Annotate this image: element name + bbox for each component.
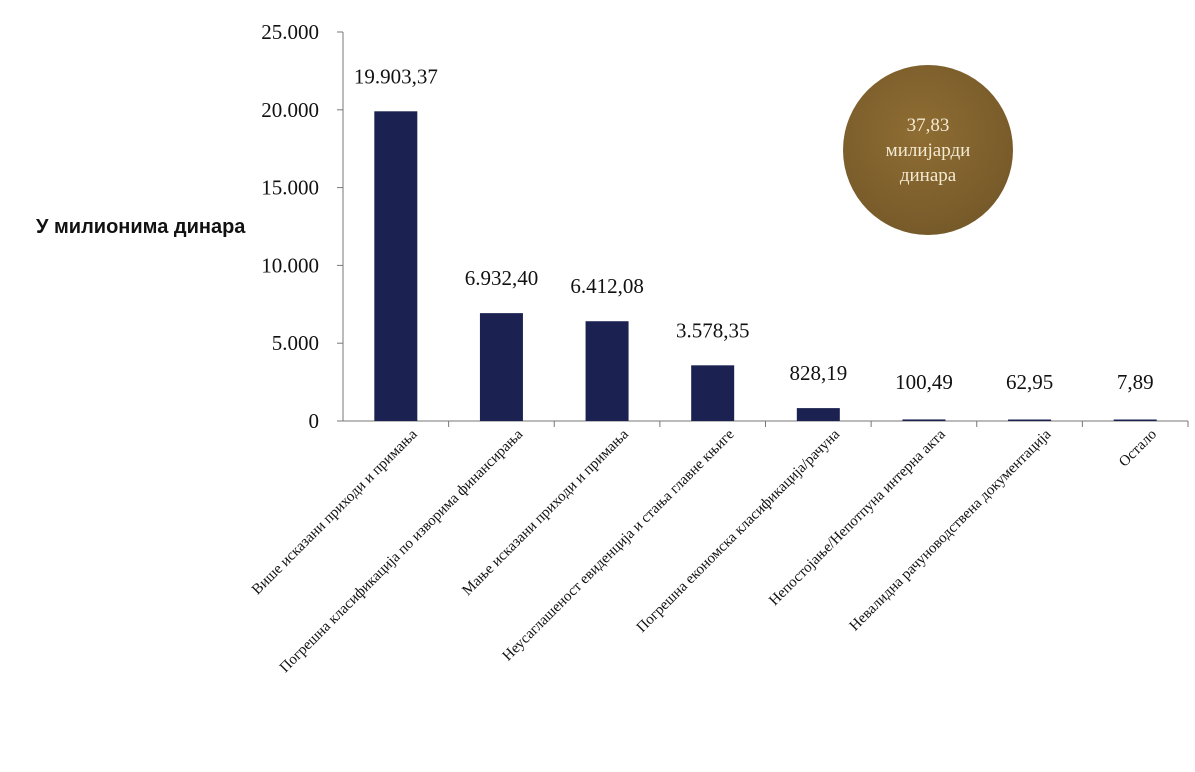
y-tick-label: 0 <box>309 409 320 433</box>
bar <box>585 321 629 421</box>
y-tick-label: 15.000 <box>261 176 319 200</box>
y-tick-label: 20.000 <box>261 98 319 122</box>
total-badge-value: 37,83 <box>906 114 950 136</box>
category-label: Више исказани приходи и примања <box>249 426 421 598</box>
bar <box>691 365 735 421</box>
category-label: Погрешна класификација по изворима финан… <box>277 426 527 676</box>
data-label: 6.412,08 <box>570 274 644 298</box>
bar <box>1008 419 1052 421</box>
bar <box>374 111 418 422</box>
category-label: Остало <box>1116 427 1160 471</box>
data-label: 828,19 <box>789 361 847 385</box>
category-label: Непостојање/Непотпуна интерна акта <box>766 426 949 609</box>
data-label: 19.903,37 <box>354 64 438 88</box>
bar <box>479 313 523 421</box>
total-badge: 37,83 милијарди динара <box>843 65 1013 235</box>
category-label: Невалидна рачуноводствена документација <box>847 426 1055 634</box>
total-badge-unit-1: милијарди <box>885 139 971 161</box>
y-tick-label: 5.000 <box>272 331 319 355</box>
y-tick-label: 10.000 <box>261 253 319 277</box>
data-label: 3.578,35 <box>676 318 750 342</box>
total-badge-unit-2: динара <box>899 164 957 186</box>
data-label: 7,89 <box>1117 370 1154 394</box>
data-label: 6.932,40 <box>465 266 539 290</box>
bar <box>1113 419 1157 421</box>
bar <box>902 419 946 421</box>
category-label: Мање исказани приходи и примања <box>459 426 632 599</box>
data-label: 100,49 <box>895 370 953 394</box>
category-label: Погрешна економска класификација/рачуна <box>634 426 844 636</box>
data-label: 62,95 <box>1006 370 1053 394</box>
bar <box>796 408 840 421</box>
category-label: Неусаглашеност евиденција и стања главне… <box>500 426 738 664</box>
y-axis-label: У милионима динара <box>36 216 246 238</box>
y-tick-label: 25.000 <box>261 20 319 44</box>
